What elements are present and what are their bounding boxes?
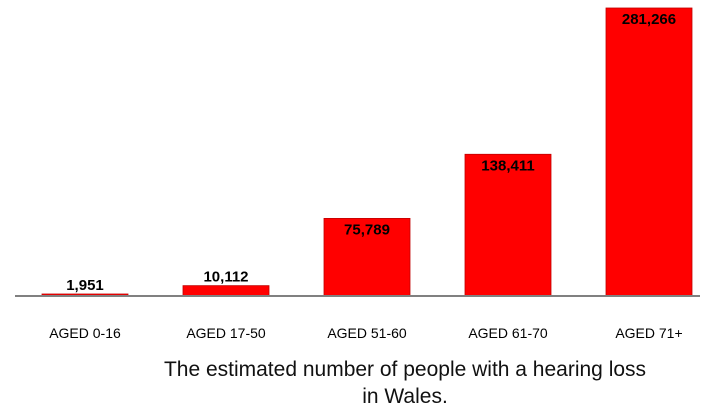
x-tick-label-5: AGED 71+ [615, 325, 682, 341]
bars-layer [41, 7, 693, 297]
x-tick-label-4: AGED 61-70 [468, 325, 548, 341]
value-labels-layer: 1,951 10,112 75,789 138,411 281,266 [66, 11, 676, 294]
bar-value-label-2: 10,112 [203, 269, 248, 286]
bar-4 [464, 153, 552, 297]
bar-2 [182, 285, 270, 297]
x-tick-label-1: AGED 0-16 [49, 325, 121, 341]
bar-value-label-5: 281,266 [622, 11, 676, 28]
x-tick-label-2: AGED 17-50 [186, 325, 266, 341]
chart-caption-line-1: The estimated number of people with a he… [163, 358, 647, 381]
bar-value-label-1: 1,951 [66, 277, 104, 294]
x-tick-label-3: AGED 51-60 [327, 325, 407, 341]
chart-caption-line-2: in Wales. [362, 385, 448, 408]
bar-5 [605, 7, 693, 297]
bar-3 [323, 217, 411, 297]
x-tick-labels-layer: AGED 0-16 AGED 17-50 AGED 51-60 AGED 61-70 A… [49, 325, 682, 341]
bar-value-label-3: 75,789 [344, 221, 390, 238]
bar-value-label-4: 138,411 [481, 157, 534, 174]
